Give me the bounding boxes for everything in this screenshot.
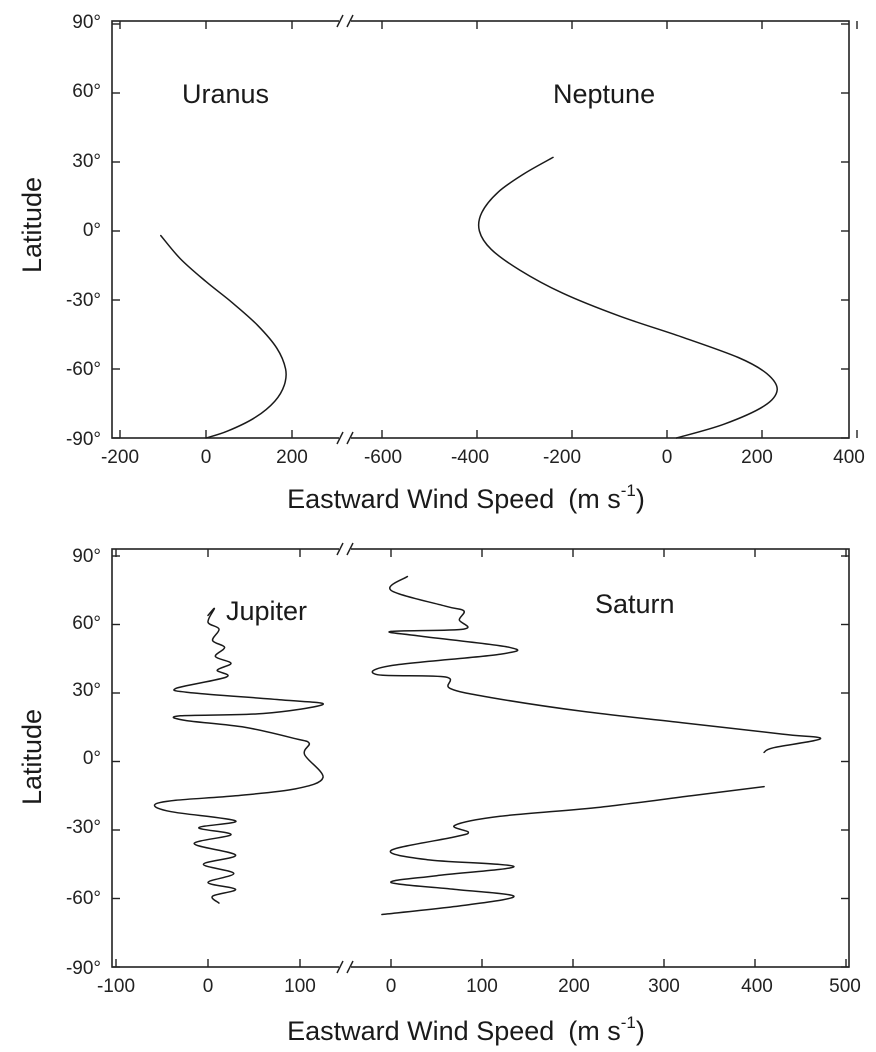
bottom-plot-frame [111,548,850,968]
bottom-y-tick-label: -90° [66,958,101,979]
bottom-panel: 90° 60° 30° 0° -30° -60° -90° -100 0 100… [17,542,861,1046]
top-x-tick-label: -200 [543,447,581,468]
top-x-axis-unit: (m s [568,484,620,514]
bottom-ticks [112,549,849,968]
top-y-axis-title: Latitude [17,177,47,273]
uranus-wind-profile [160,234,287,439]
top-x-tick-label: 0 [662,447,673,468]
bottom-x-tick-label: 0 [386,976,397,997]
top-x-tick-label: 0 [201,447,212,468]
bottom-bottom-edge-break-slash [336,960,344,974]
bottom-x-tick-label: 200 [558,976,590,997]
bottom-x-tick-label: 500 [829,976,861,997]
bottom-x-tick-label: 100 [284,976,316,997]
top-x-tick-label: 400 [833,447,865,468]
top-x-tick-label: -200 [101,447,139,468]
saturn-label: Saturn [595,589,675,619]
saturn-wind-profile [371,575,822,754]
saturn-wind-profile [381,785,765,916]
top-x-axis-unit-exponent: -1 [621,481,636,500]
top-lines [160,156,778,439]
bottom-x-axis-title: Eastward Wind Speed (m s-1) [287,1013,645,1046]
bottom-y-tick-label: 30° [72,680,101,701]
jupiter-wind-profile [153,607,324,904]
top-plot-frame [111,20,850,439]
top-top-edge-break-slash [346,14,354,28]
top-y-tick-label: -90° [66,429,101,450]
top-bottom-edge-break-slash [346,431,354,445]
bottom-x-axis-unit-exponent: -1 [621,1013,636,1032]
top-y-tick-label: 0° [83,220,101,241]
neptune-label: Neptune [553,79,655,109]
bottom-x-axis-title-text: Eastward Wind Speed [287,1016,554,1046]
top-x-tick-label: 200 [276,447,308,468]
bottom-bottom-edge-break-slash [346,960,354,974]
top-top-edge-break-slash [336,14,344,28]
bottom-x-tick-label: 100 [466,976,498,997]
bottom-x-axis-unit: (m s [568,1016,620,1046]
top-x-axis-title: Eastward Wind Speed (m s-1) [287,481,645,514]
bottom-lines [153,575,822,916]
top-y-tick-label: 60° [72,81,101,102]
top-x-axis-title-text: Eastward Wind Speed [287,484,554,514]
top-x-tick-label: -600 [364,447,402,468]
bottom-y-tick-label: 0° [83,748,101,769]
bottom-axis-breaks [336,542,354,974]
bottom-y-tick-label: 60° [72,613,101,634]
top-y-tick-label: -30° [66,290,101,311]
top-y-tick-label: 90° [72,12,101,33]
bottom-x-axis-unit-close: ) [636,1016,645,1046]
top-panel: 90° 60° 30° 0° -30° -60° -90° -200 0 200… [17,12,865,514]
neptune-wind-profile [477,156,778,439]
top-x-tick-label: -400 [451,447,489,468]
bottom-y-tick-label: -30° [66,817,101,838]
bottom-y-tick-label: -60° [66,888,101,909]
bottom-top-edge-break-slash [346,542,354,556]
top-x-tick-label: 200 [741,447,773,468]
top-x-axis-unit-close: ) [636,484,645,514]
top-bottom-edge-break-slash [336,431,344,445]
top-ticks [112,21,858,439]
bottom-x-tick-label: 300 [648,976,680,997]
bottom-top-edge-break-slash [336,542,344,556]
uranus-label: Uranus [182,79,269,109]
top-axis-breaks [336,14,354,445]
jupiter-label: Jupiter [226,596,307,626]
bottom-x-tick-label: 0 [203,976,214,997]
bottom-y-axis-title: Latitude [17,709,47,805]
bottom-x-tick-label: 400 [741,976,773,997]
top-y-tick-label: -60° [66,359,101,380]
bottom-x-tick-label: -100 [97,976,135,997]
bottom-y-tick-label: 90° [72,546,101,567]
top-y-tick-label: 30° [72,151,101,172]
